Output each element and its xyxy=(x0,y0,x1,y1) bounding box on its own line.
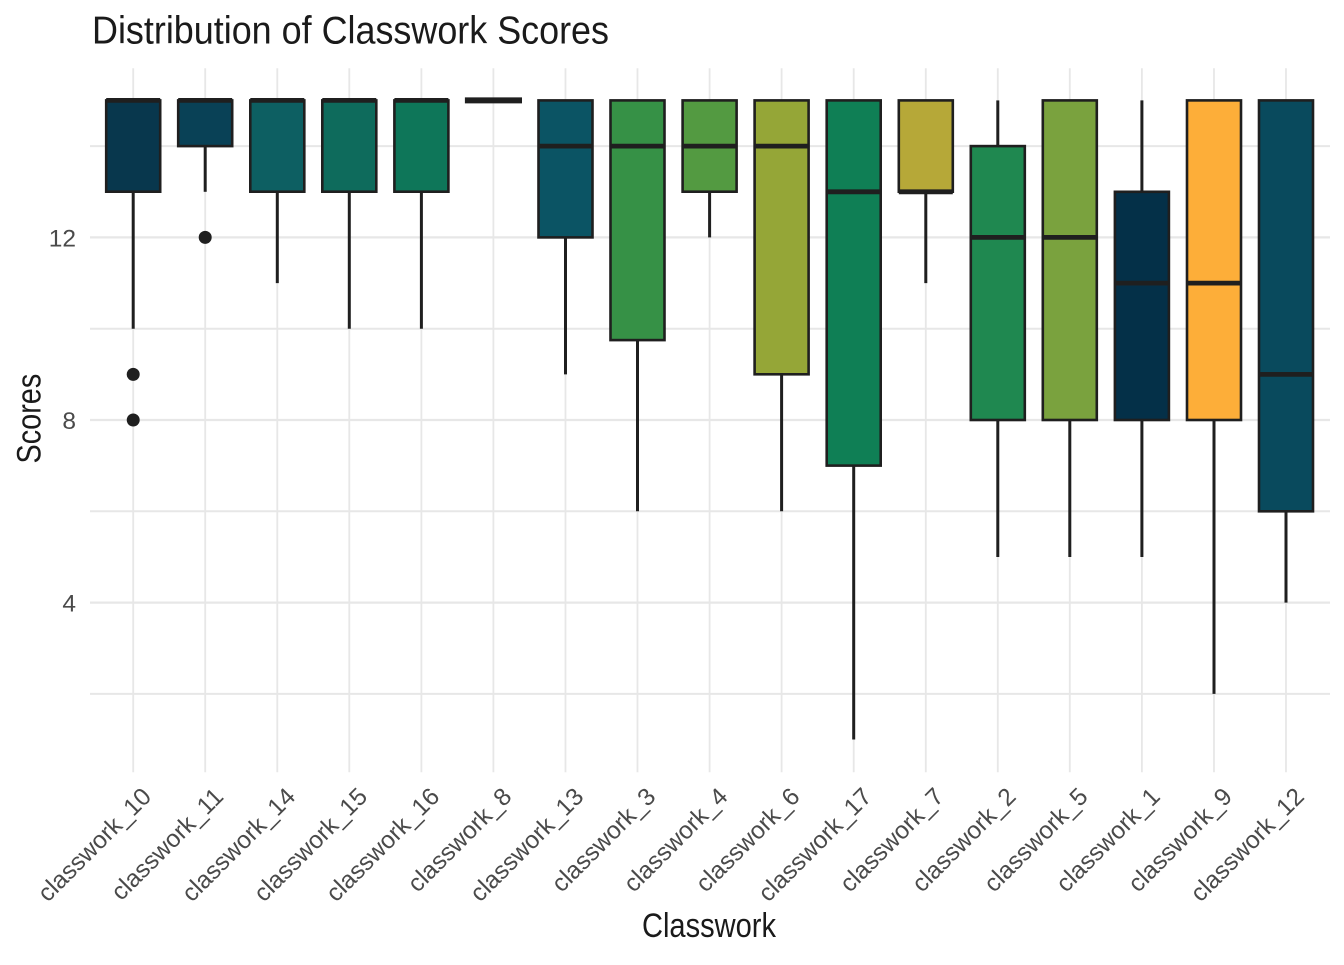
svg-text:Classwork: Classwork xyxy=(642,907,777,945)
svg-text:Scores: Scores xyxy=(11,374,49,464)
svg-text:12: 12 xyxy=(49,225,76,252)
svg-text:4: 4 xyxy=(62,591,76,618)
svg-text:8: 8 xyxy=(62,408,76,435)
svg-text:Distribution of Classwork Scor: Distribution of Classwork Scores xyxy=(92,10,609,53)
